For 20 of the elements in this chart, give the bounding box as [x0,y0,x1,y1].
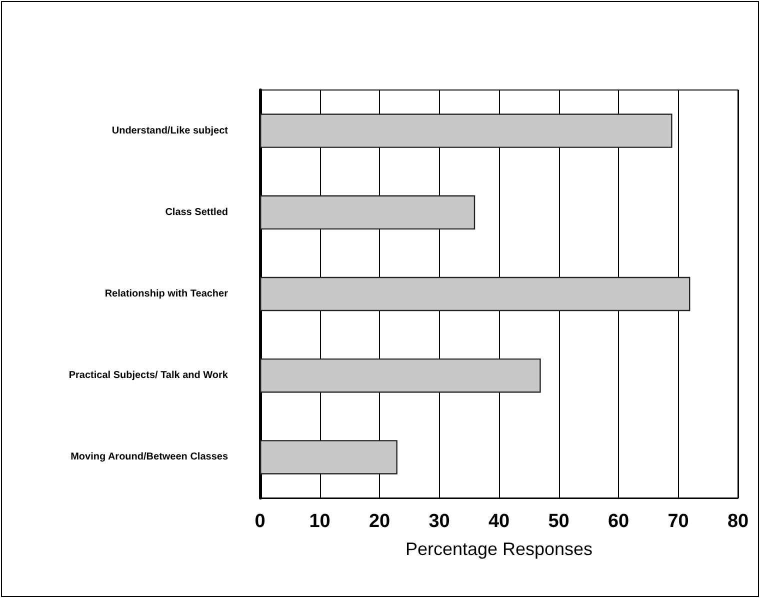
bar [260,114,672,148]
bar [260,195,476,230]
bar [260,276,690,312]
x-tick-label: 40 [488,511,510,532]
x-axis-title: Percentage Responses [405,539,593,559]
x-tick-label: 80 [727,511,749,532]
y-tick-label: Understand/Like subject [112,125,229,136]
bar [260,358,541,393]
y-tick-label: Relationship with Teacher [104,288,228,300]
x-tick-label: 30 [428,511,450,532]
x-tick-label: 50 [548,511,570,532]
x-tick-label: 70 [668,511,689,532]
y-tick-label: Moving Around/Between Classes [70,452,228,463]
y-tick-label: Practical Subjects/ Talk and Work [68,370,228,382]
y-tick-label: Class Settled [165,206,228,218]
x-tick-label: 20 [368,511,390,532]
x-tick-label: 60 [608,511,630,532]
x-tick-label: 0 [254,511,266,532]
x-tick-label: 10 [309,511,330,532]
bar [260,440,398,474]
